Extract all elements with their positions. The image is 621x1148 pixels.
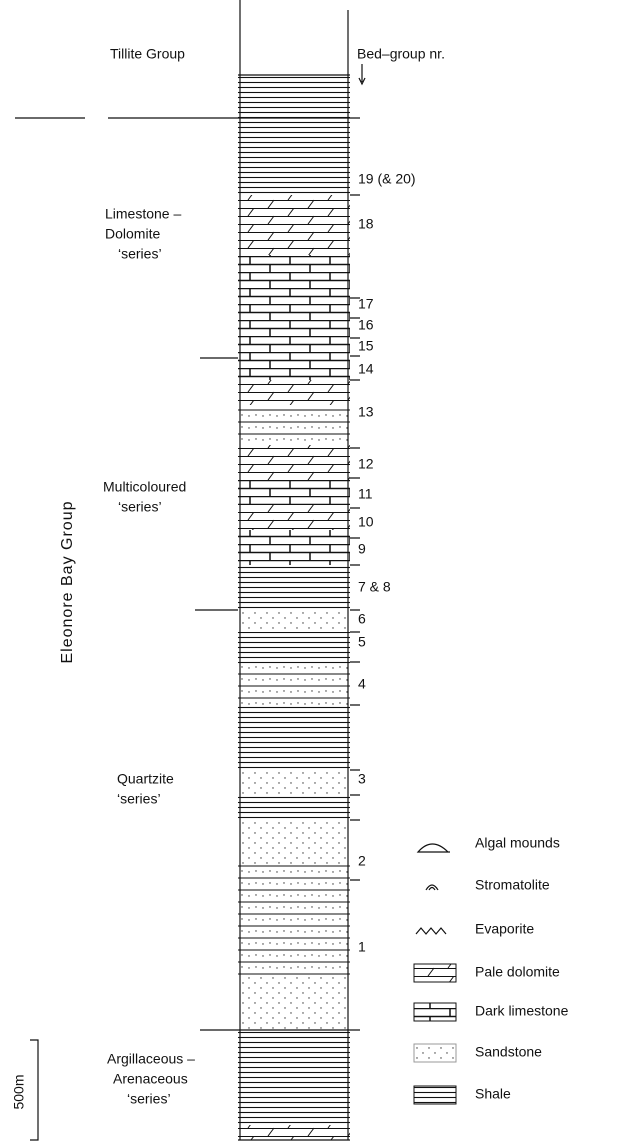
legend-label: Pale dolomite xyxy=(475,964,560,980)
unit-label: ‘series’ xyxy=(127,1091,171,1107)
column xyxy=(15,0,366,1141)
bed-number: 13 xyxy=(358,404,374,420)
legend-label: Sandstone xyxy=(475,1044,542,1060)
bed-number: 9 xyxy=(358,541,366,557)
unit-label: ‘series’ xyxy=(118,499,162,515)
legend-label: Shale xyxy=(475,1086,511,1102)
header-left: Tillite Group xyxy=(110,46,185,62)
legend-label: Algal mounds xyxy=(475,835,560,851)
legend-icons xyxy=(413,843,457,1105)
bed-number: 18 xyxy=(358,216,374,232)
unit-label: Argillaceous – xyxy=(107,1051,195,1067)
legend-label: Evaporite xyxy=(475,921,534,937)
bed-number: 6 xyxy=(358,611,366,627)
unit-label: ‘series’ xyxy=(118,246,162,262)
bed-number: 7 & 8 xyxy=(358,579,391,595)
bed-number: 1 xyxy=(358,939,366,955)
unit-label: Dolomite xyxy=(105,226,160,242)
legend-label: Dark limestone xyxy=(475,1003,569,1019)
bed-number: 4 xyxy=(358,676,366,692)
bed-number: 16 xyxy=(358,317,374,333)
legend-label: Stromatolite xyxy=(475,877,550,893)
header-right: Bed–group nr. xyxy=(357,46,445,62)
unit-label: ‘series’ xyxy=(117,791,161,807)
unit-label: Arenaceous xyxy=(113,1071,188,1087)
scale-label: 500m xyxy=(11,1074,27,1109)
unit-label: Multicoloured xyxy=(103,479,186,495)
bed-number: 10 xyxy=(358,514,374,530)
bed-number: 19 (& 20) xyxy=(358,171,416,187)
bed-number: 2 xyxy=(358,853,366,869)
unit-label: Limestone – xyxy=(105,206,181,222)
unit-label: Quartzite xyxy=(117,771,174,787)
bed-number: 3 xyxy=(358,771,366,787)
bed-number: 11 xyxy=(358,486,373,502)
bed-number: 14 xyxy=(358,361,374,377)
bed-number: 12 xyxy=(358,456,374,472)
bed-number: 15 xyxy=(358,338,374,354)
bed-number: 17 xyxy=(358,296,374,312)
bed-number: 5 xyxy=(358,634,366,650)
group-label: Eleonore Bay Group xyxy=(59,501,76,664)
